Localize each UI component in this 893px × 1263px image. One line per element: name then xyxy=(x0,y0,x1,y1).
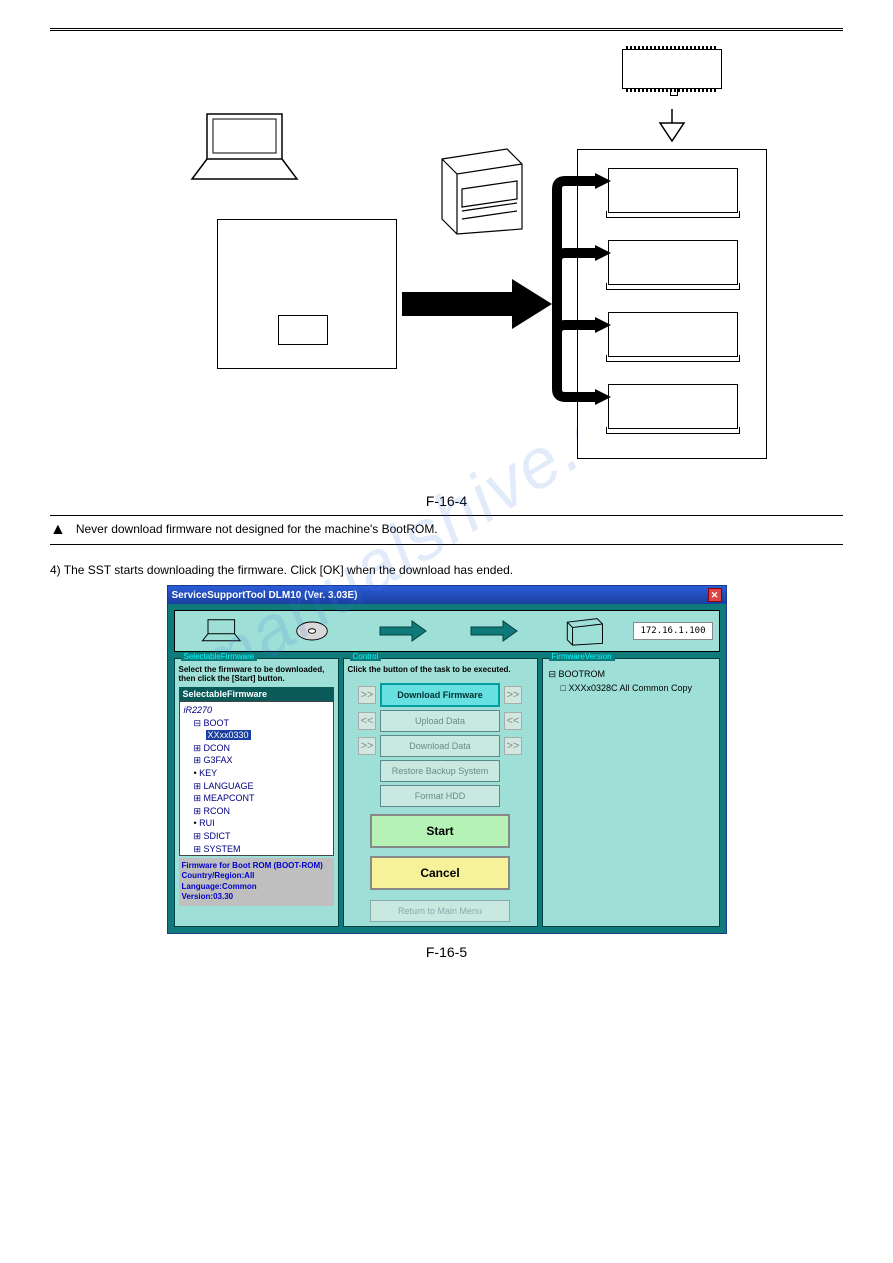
tree-item[interactable]: G3FAX xyxy=(184,754,331,767)
firmware-file-chip xyxy=(278,315,328,345)
tree-item[interactable]: iR2270 xyxy=(184,704,331,717)
chevron-icon: >> xyxy=(358,686,376,704)
chevron-icon: >> xyxy=(358,737,376,755)
laptop-icon xyxy=(187,109,307,189)
chevron-icon: >> xyxy=(504,737,522,755)
tree-item[interactable]: DCON xyxy=(184,742,331,755)
task-button[interactable]: Download Firmware xyxy=(380,683,500,707)
close-icon[interactable]: ✕ xyxy=(708,588,722,602)
return-button[interactable]: Return to Main Menu xyxy=(370,900,510,922)
fwinfo-line3: Language:Common xyxy=(182,882,331,892)
top-rule xyxy=(50,28,843,31)
warning-icon: ▲ xyxy=(50,522,66,538)
tree-item[interactable]: BOOT xyxy=(184,717,331,730)
slot-3 xyxy=(608,312,738,357)
firmware-file-card xyxy=(217,219,397,369)
start-button[interactable]: Start xyxy=(370,814,510,848)
warning-text: Never download firmware not designed for… xyxy=(76,522,438,536)
strip-copier-icon xyxy=(543,615,626,647)
left-panel-header: SelectableFirmware xyxy=(181,652,258,661)
firmware-info: Firmware for Boot ROM (BOOT-ROM) Country… xyxy=(179,858,334,906)
left-panel: SelectableFirmware Select the firmware t… xyxy=(174,658,339,927)
down-arrow-icon xyxy=(657,109,687,149)
task-button: Upload Data xyxy=(380,710,500,732)
step-text: 4) The SST starts downloading the firmwa… xyxy=(50,563,843,577)
control-panel-instruction: Click the button of the task to be execu… xyxy=(348,665,511,674)
diagram-caption: F-16-4 xyxy=(50,493,843,509)
left-panel-instruction: Select the firmware to be downloaded, th… xyxy=(179,665,334,683)
tree-item[interactable]: RUI xyxy=(184,817,331,830)
version-tree-item: BOOTROM xyxy=(549,667,713,681)
tree-item[interactable]: iR3570 xyxy=(184,855,331,856)
task-button: Format HDD xyxy=(380,785,500,807)
chevron-icon: << xyxy=(358,712,376,730)
rule-2 xyxy=(50,544,843,545)
tree-item[interactable]: MEAPCONT xyxy=(184,792,331,805)
cancel-button[interactable]: Cancel xyxy=(370,856,510,890)
tree-item[interactable]: XXxx0330 xyxy=(184,729,331,742)
fwinfo-line1: Firmware for Boot ROM (BOOT-ROM) xyxy=(182,861,331,871)
tree-header: SelectableFirmware xyxy=(179,687,334,701)
rule-1 xyxy=(50,515,843,516)
sst-window: ServiceSupportTool DLM10 (Ver. 3.03E) ✕ … xyxy=(167,585,727,934)
version-panel-header: FirmwareVersion xyxy=(549,652,615,661)
page: F-16-4 ▲ Never download firmware not des… xyxy=(0,0,893,1000)
slot-4 xyxy=(608,384,738,429)
tree-item[interactable]: SYSTEM xyxy=(184,843,331,856)
fwinfo-line4: Version:03.30 xyxy=(182,892,331,902)
strip-arrow-2-icon xyxy=(452,619,535,643)
task-button: Download Data xyxy=(380,735,500,757)
sst-title: ServiceSupportTool DLM10 (Ver. 3.03E) xyxy=(172,590,358,601)
firmware-tree[interactable]: iR2270BOOTXXxx0330DCONG3FAXKEYLANGUAGEME… xyxy=(179,701,334,856)
strip-cd-icon xyxy=(271,617,354,645)
control-panel-header: Control xyxy=(350,652,382,661)
strip-laptop-icon xyxy=(181,617,264,645)
fwinfo-line2: Country/Region:All xyxy=(182,871,331,881)
control-panel: Control Click the button of the task to … xyxy=(343,658,538,927)
tree-item[interactable]: RCON xyxy=(184,805,331,818)
chevron-icon: << xyxy=(504,712,522,730)
tree-item[interactable]: LANGUAGE xyxy=(184,780,331,793)
tree-item[interactable]: KEY xyxy=(184,767,331,780)
copier-icon xyxy=(427,139,527,239)
version-tree-item: XXXx0328C All Common Copy xyxy=(549,681,713,695)
transfer-strip: 172.16.1.100 xyxy=(174,610,720,652)
strip-arrow-1-icon xyxy=(362,619,445,643)
branch-arrows xyxy=(545,169,615,449)
transfer-arrow-icon xyxy=(402,274,552,334)
memory-module-icon xyxy=(622,49,722,89)
version-panel: FirmwareVersion BOOTROMXXXx0328C All Com… xyxy=(542,658,720,927)
slot-2 xyxy=(608,240,738,285)
flow-diagram xyxy=(127,49,767,479)
sst-titlebar: ServiceSupportTool DLM10 (Ver. 3.03E) ✕ xyxy=(168,586,726,604)
version-tree: BOOTROMXXXx0328C All Common Copy xyxy=(547,665,715,698)
slot-1 xyxy=(608,168,738,213)
sst-caption: F-16-5 xyxy=(50,944,843,960)
chevron-icon: >> xyxy=(504,686,522,704)
ip-address: 172.16.1.100 xyxy=(633,622,712,640)
tree-item[interactable]: SDICT xyxy=(184,830,331,843)
task-button: Restore Backup System xyxy=(380,760,500,782)
